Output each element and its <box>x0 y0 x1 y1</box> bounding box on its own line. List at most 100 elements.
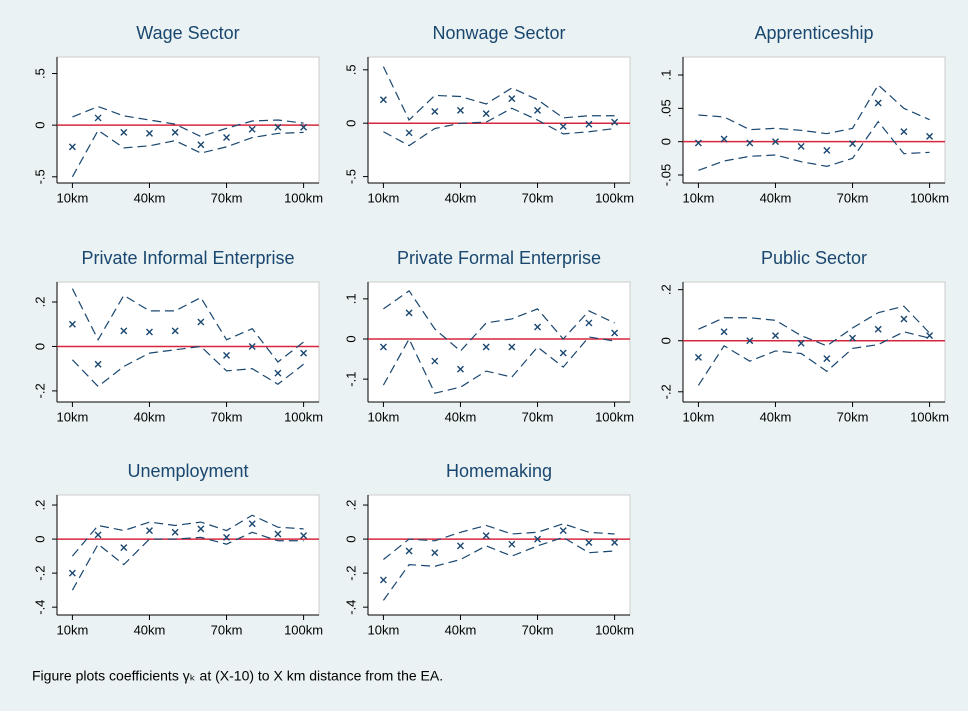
point-estimate <box>274 530 282 538</box>
point-estimate <box>274 369 282 377</box>
point-estimate <box>900 128 908 136</box>
y-tick-label: 0 <box>32 535 47 542</box>
x-tick-label: 70km <box>522 622 554 637</box>
panel-title: Private Formal Enterprise <box>397 248 601 268</box>
point-estimate <box>720 328 728 336</box>
confidence-bound <box>697 331 930 386</box>
x-tick-label: 40km <box>134 190 166 205</box>
plot-area <box>367 281 631 403</box>
point-estimate <box>223 134 231 142</box>
point-estimate <box>585 120 593 128</box>
x-tick-label: 40km <box>760 190 792 205</box>
point-estimate <box>482 532 490 540</box>
point-estimate <box>145 527 153 535</box>
point-estimate <box>300 349 308 357</box>
point-estimate <box>508 95 516 103</box>
y-tick-label: .2 <box>32 500 47 511</box>
point-estimate <box>534 323 542 331</box>
x-tick-label: 100km <box>595 190 634 205</box>
point-estimate <box>482 343 490 351</box>
confidence-bound <box>71 531 304 591</box>
point-estimate <box>611 118 619 126</box>
y-tick-label: 0 <box>343 535 358 542</box>
point-estimate <box>300 123 308 131</box>
y-tick-label: -.2 <box>343 566 358 581</box>
confidence-bound <box>382 536 615 601</box>
point-estimate <box>926 332 934 340</box>
confidence-bound <box>698 305 931 347</box>
point-estimate <box>559 349 567 357</box>
y-tick-label: .2 <box>32 297 47 308</box>
point-estimate <box>874 325 882 333</box>
point-estimate <box>379 576 387 584</box>
point-estimate <box>849 334 857 342</box>
x-tick-label: 100km <box>910 190 949 205</box>
x-tick-label: 10km <box>57 190 89 205</box>
point-estimate <box>248 520 256 528</box>
point-estimate <box>874 99 882 107</box>
point-estimate <box>171 327 179 335</box>
x-tick-label: 40km <box>134 622 166 637</box>
x-tick-label: 40km <box>760 409 792 424</box>
point-estimate <box>611 538 619 546</box>
point-estimate <box>823 146 831 154</box>
point-estimate <box>694 353 702 361</box>
y-tick-label: -.5 <box>32 169 47 184</box>
point-estimate <box>94 531 102 539</box>
point-estimate <box>823 355 831 363</box>
point-estimate <box>797 339 805 347</box>
y-tick-label: -.2 <box>32 383 47 398</box>
figure-note: Figure plots coefficients γₖ at (X-10) t… <box>32 668 443 684</box>
point-estimate <box>456 542 464 550</box>
point-estimate <box>694 139 702 147</box>
point-estimate <box>379 96 387 104</box>
x-tick-label: 100km <box>284 622 323 637</box>
point-estimate <box>171 128 179 136</box>
y-tick-label: -.4 <box>343 600 358 615</box>
x-tick-label: 40km <box>134 409 166 424</box>
point-estimate <box>145 328 153 336</box>
point-estimate <box>274 123 282 131</box>
point-estimate <box>611 329 619 337</box>
panel-title: Unemployment <box>127 461 248 481</box>
point-estimate <box>300 532 308 540</box>
panel-title: Private Informal Enterprise <box>81 248 294 268</box>
point-estimate <box>926 132 934 140</box>
point-estimate <box>197 525 205 533</box>
point-estimate <box>431 107 439 115</box>
y-tick-label: 0 <box>343 120 358 127</box>
point-estimate <box>456 365 464 373</box>
y-tick-label: 0 <box>658 138 673 145</box>
confidence-bound <box>72 105 304 138</box>
point-estimate <box>94 114 102 122</box>
point-estimate <box>585 538 593 546</box>
panel-title: Public Sector <box>761 248 867 268</box>
confidence-bound <box>383 107 615 147</box>
point-estimate <box>797 142 805 150</box>
plot-area <box>367 56 631 184</box>
y-tick-label: -.2 <box>32 566 47 581</box>
plot-area <box>682 56 946 184</box>
x-tick-label: 70km <box>837 190 869 205</box>
x-tick-label: 70km <box>211 622 243 637</box>
point-estimate <box>559 122 567 130</box>
point-estimate <box>379 343 387 351</box>
point-estimate <box>431 357 439 365</box>
confidence-bound <box>71 514 304 557</box>
y-tick-label: -.05 <box>658 164 673 186</box>
y-tick-label: .1 <box>343 293 358 304</box>
x-tick-label: 100km <box>910 409 949 424</box>
point-estimate <box>248 342 256 350</box>
point-estimate <box>405 309 413 317</box>
plot-area <box>56 494 320 616</box>
y-tick-label: .05 <box>658 99 673 117</box>
confidence-bound <box>698 120 930 171</box>
point-estimate <box>405 547 413 555</box>
confidence-bound <box>71 129 304 178</box>
y-tick-label: .1 <box>658 70 673 81</box>
panel-title: Apprenticeship <box>754 23 873 43</box>
point-estimate <box>720 135 728 143</box>
point-estimate <box>223 533 231 541</box>
point-estimate <box>120 128 128 136</box>
point-estimate <box>431 549 439 557</box>
